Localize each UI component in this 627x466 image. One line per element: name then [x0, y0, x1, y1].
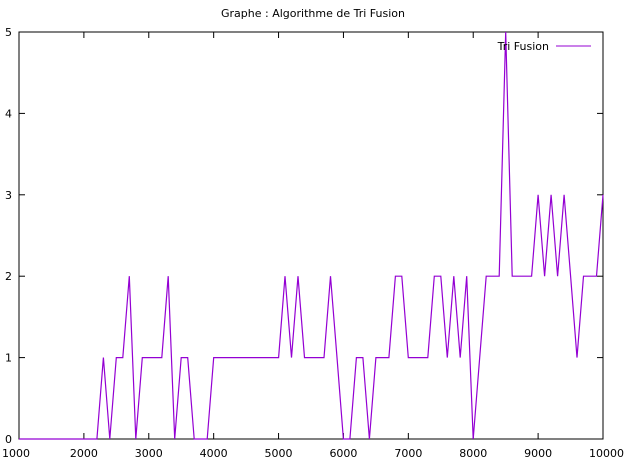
plot-frame: [18, 31, 604, 440]
axis-ticks: [18, 31, 604, 440]
y-tick-label: 0: [5, 433, 12, 446]
x-axis: 1000 2000 3000 4000 5000 6000 7000 8000 9000 1000…: [2, 447, 624, 460]
x-tick-label: 10000: [589, 447, 624, 460]
x-tick-label: 9000: [524, 447, 552, 460]
y-tick-label: 4: [5, 107, 12, 120]
chart-title: Graphe : Algorithme de Tri Fusion: [221, 7, 405, 20]
x-tick-label: 8000: [459, 447, 487, 460]
x-tick-label: 6000: [329, 447, 357, 460]
y-tick-label: 5: [5, 26, 12, 39]
y-axis: 0 1 2 3 4 5: [5, 26, 12, 446]
x-tick-label: 1000: [2, 447, 30, 460]
y-tick-label: 2: [5, 270, 12, 283]
x-tick-label: 4000: [200, 447, 228, 460]
x-tick-label: 7000: [394, 447, 422, 460]
x-tick-label: 3000: [135, 447, 163, 460]
y-tick-label: 3: [5, 189, 12, 202]
y-tick-label: 1: [5, 352, 12, 365]
series-line-0: [19, 31, 604, 440]
legend-label: Tri Fusion: [497, 40, 549, 53]
series-group: [19, 31, 604, 440]
legend: Tri Fusion: [497, 40, 591, 53]
x-tick-label: 5000: [265, 447, 293, 460]
x-tick-label: 2000: [70, 447, 98, 460]
